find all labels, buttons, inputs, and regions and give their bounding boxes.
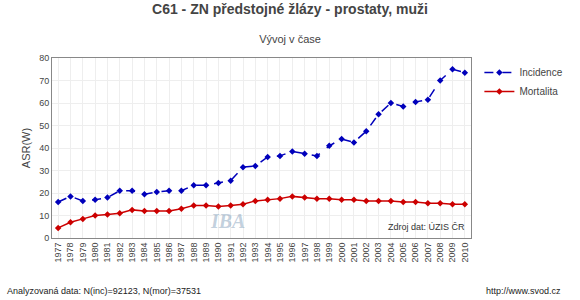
svg-text:1997: 1997 [300,243,310,263]
svg-text:1985: 1985 [152,243,162,263]
svg-text:1998: 1998 [312,243,322,263]
svg-text:1980: 1980 [90,243,100,263]
svg-text:http://www.svod.cz: http://www.svod.cz [486,286,561,296]
svg-text:1979: 1979 [78,243,88,263]
svg-text:2009: 2009 [447,243,457,263]
svg-text:2000: 2000 [337,243,347,263]
svg-text:1990: 1990 [213,243,223,263]
svg-text:1989: 1989 [201,243,211,263]
svg-text:80: 80 [39,53,49,63]
svg-text:2008: 2008 [435,243,445,263]
svg-text:1977: 1977 [53,243,63,263]
svg-text:2003: 2003 [373,243,383,263]
svg-text:20: 20 [39,188,49,198]
svg-text:IBA: IBA [210,210,245,232]
svg-text:10: 10 [39,211,49,221]
svg-text:1978: 1978 [65,243,75,263]
svg-text:2010: 2010 [460,243,470,263]
svg-text:1994: 1994 [263,243,273,263]
svg-text:1986: 1986 [164,243,174,263]
svg-text:2001: 2001 [349,243,359,263]
svg-text:70: 70 [39,76,49,86]
svg-text:30: 30 [39,166,49,176]
svg-text:1995: 1995 [275,243,285,263]
svg-text:1984: 1984 [139,243,149,263]
svg-text:40: 40 [39,143,49,153]
svg-text:Vývoj v čase: Vývoj v čase [259,33,321,45]
svg-text:1982: 1982 [115,243,125,263]
svg-text:2004: 2004 [386,243,396,263]
svg-text:1981: 1981 [102,243,112,263]
svg-text:C61 - ZN předstojné žlázy - pr: C61 - ZN předstojné žlázy - prostaty, mu… [152,1,428,17]
svg-text:2007: 2007 [423,243,433,263]
svg-text:2005: 2005 [398,243,408,263]
svg-text:1988: 1988 [189,243,199,263]
svg-text:1993: 1993 [250,243,260,263]
svg-text:1999: 1999 [324,243,334,263]
svg-text:2002: 2002 [361,243,371,263]
svg-text:60: 60 [39,98,49,108]
svg-text:Zdroj dat: ÚZIS ČR: Zdroj dat: ÚZIS ČR [388,222,465,232]
svg-text:50: 50 [39,121,49,131]
svg-text:0: 0 [44,233,49,243]
svg-text:1992: 1992 [238,243,248,263]
svg-text:Mortalita: Mortalita [519,86,558,97]
svg-text:Analyzovaná data: N(inc)=92123: Analyzovaná data: N(inc)=92123, N(mor)=3… [7,286,201,296]
svg-text:ASR(W): ASR(W) [20,128,32,168]
svg-text:1996: 1996 [287,243,297,263]
svg-text:1991: 1991 [226,243,236,263]
svg-text:Incidence: Incidence [519,67,562,78]
svg-text:1983: 1983 [127,243,137,263]
svg-text:2006: 2006 [410,243,420,263]
svg-text:1987: 1987 [176,243,186,263]
